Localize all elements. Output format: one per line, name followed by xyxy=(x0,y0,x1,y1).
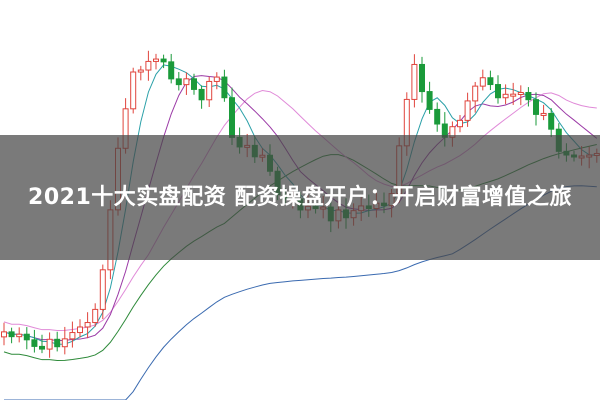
candle xyxy=(183,72,190,95)
article-title: 2021十大实盘配资 配资操盘开户：开启财富增值之旅 xyxy=(28,184,572,210)
candle xyxy=(175,72,182,91)
candle xyxy=(472,81,479,113)
candle xyxy=(1,322,7,346)
candle xyxy=(31,329,38,353)
candle xyxy=(160,54,167,69)
candle xyxy=(540,104,547,121)
candle xyxy=(457,115,463,133)
candle xyxy=(206,76,213,108)
candle xyxy=(46,332,53,358)
candle xyxy=(69,321,76,348)
candle xyxy=(517,85,524,106)
candle xyxy=(92,303,99,327)
candle xyxy=(137,65,144,81)
title-overlay: 2021十大实盘配资 配资操盘开户：开启财富增值之旅 xyxy=(0,135,600,260)
candle xyxy=(145,50,152,81)
candle xyxy=(213,72,220,90)
candle xyxy=(548,108,555,138)
candle xyxy=(77,319,83,338)
candle xyxy=(479,69,486,91)
candle xyxy=(168,53,175,84)
candle xyxy=(525,87,532,107)
candle xyxy=(54,331,61,352)
candle xyxy=(8,327,15,344)
candle xyxy=(502,84,509,105)
candle xyxy=(533,92,539,126)
candle xyxy=(419,56,425,103)
candle xyxy=(434,102,441,132)
candle xyxy=(487,70,494,91)
candle xyxy=(495,75,501,104)
candle xyxy=(153,53,159,70)
candle xyxy=(191,73,197,95)
candle xyxy=(464,92,471,127)
candle xyxy=(411,54,418,108)
candle xyxy=(510,82,517,105)
candle xyxy=(16,327,23,343)
candle xyxy=(426,81,433,114)
candle xyxy=(61,326,68,355)
candle xyxy=(23,327,30,350)
candle xyxy=(198,85,205,109)
candle xyxy=(130,67,137,114)
ma-line-longer xyxy=(3,90,597,332)
candle xyxy=(99,264,106,320)
candle xyxy=(221,69,228,102)
candle xyxy=(39,334,45,354)
candle xyxy=(84,312,91,339)
